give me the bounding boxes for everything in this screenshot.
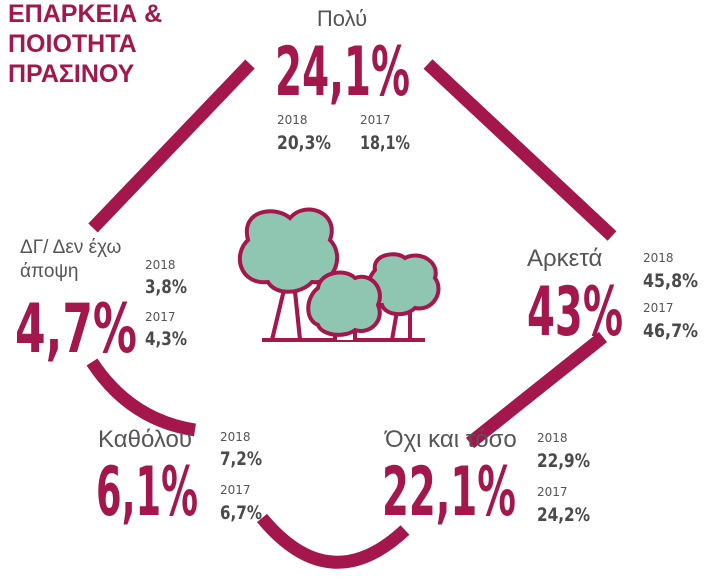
comparison-value: 18,1% xyxy=(360,132,410,154)
ring-segment xyxy=(93,64,250,228)
title-line: ΠΟΙΟΤΗΤΑ xyxy=(8,30,137,58)
infographic: ΕΠΑΡΚΕΙΑ & ΠΟΙΟΤΗΤΑ ΠΡΑΣΙΝΟΥ Πολύ24,1%20… xyxy=(0,0,716,580)
comparison-value: 3,8% xyxy=(145,276,187,298)
comparison-year: 2017 xyxy=(360,113,391,127)
item-label: άποψη xyxy=(20,261,79,282)
item-value: 43% xyxy=(527,273,623,352)
item-label: Καθόλου xyxy=(98,426,192,453)
comparison-value: 20,3% xyxy=(277,132,331,154)
ring-segment xyxy=(92,362,195,430)
comparison-year: 2018 xyxy=(220,430,251,444)
comparison-year: 2018 xyxy=(145,258,176,272)
item-value: 22,1% xyxy=(382,453,516,532)
item-label: ΔΓ/ Δεν έχω xyxy=(20,237,122,258)
item-label: Πολύ xyxy=(317,6,367,31)
comparison-year: 2018 xyxy=(643,251,674,265)
comparison-year: 2018 xyxy=(537,431,568,445)
item-label: Όχι και τόσο xyxy=(384,426,517,453)
item-label: Αρκετά xyxy=(527,245,603,272)
title-line: ΕΠΑΡΚΕΙΑ & xyxy=(8,0,162,28)
title-line: ΠΡΑΣΙΝΟΥ xyxy=(8,60,135,88)
comparison-value: 46,7% xyxy=(643,320,698,342)
comparison-value: 7,2% xyxy=(220,448,262,470)
comparison-year: 2017 xyxy=(643,301,674,315)
canopy xyxy=(308,273,380,335)
ring-segment xyxy=(428,64,612,236)
comparison-value: 4,3% xyxy=(145,328,187,350)
comparison-year: 2017 xyxy=(145,310,176,324)
comparison-year: 2017 xyxy=(220,483,251,497)
item-value: 24,1% xyxy=(275,33,410,112)
comparison-year: 2017 xyxy=(537,485,568,499)
comparison-value: 24,2% xyxy=(537,504,590,526)
item-value: 4,7% xyxy=(15,290,137,369)
comparison-value: 45,8% xyxy=(643,270,698,292)
comparison-year: 2018 xyxy=(277,113,308,127)
tree-icon xyxy=(240,209,439,340)
comparison-value: 6,7% xyxy=(220,502,262,524)
comparison-value: 22,9% xyxy=(537,450,590,472)
item-value: 6,1% xyxy=(96,453,198,532)
